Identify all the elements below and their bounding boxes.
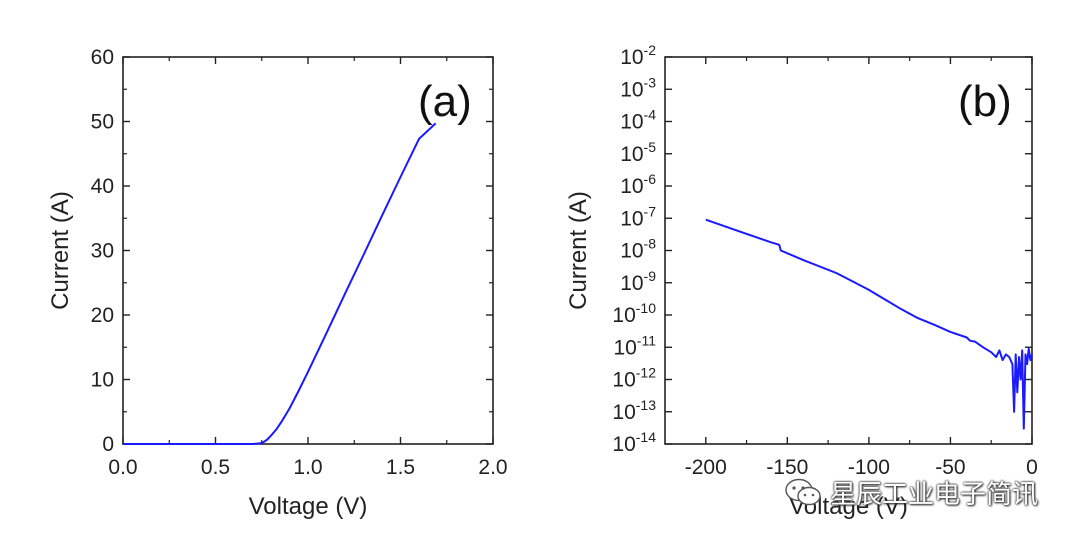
y-tick-label: 10-6: [620, 171, 656, 198]
y-tick-label: 30: [91, 240, 114, 263]
y-axis-label: Current (A): [565, 191, 592, 310]
y-tick-label: 10-14: [612, 429, 656, 456]
watermark: 星辰工业电子简讯: [784, 472, 1038, 512]
y-tick-label: 10-13: [612, 397, 656, 424]
y-tick-label: 10-9: [620, 268, 656, 295]
y-tick-label: 10-7: [620, 203, 656, 230]
y-tick-label: 40: [91, 175, 114, 198]
x-tick-label: 0.5: [201, 456, 230, 479]
x-tick-label: 0.0: [108, 456, 137, 479]
y-tick-label: 0: [102, 433, 114, 456]
wechat-logo-icon: [785, 478, 821, 506]
y-tick-label: 10-8: [620, 236, 656, 263]
panel-label: (a): [418, 77, 472, 126]
x-tick-label: 2.0: [478, 456, 507, 479]
x-tick-label: 0: [1026, 456, 1038, 479]
x-tick-label: 1.0: [293, 456, 322, 479]
y-tick-label: 10-11: [613, 332, 656, 359]
x-tick-label: -100: [848, 456, 890, 479]
watermark-text: 星辰工业电子简讯: [830, 479, 1039, 510]
series-line: [705, 218, 1033, 430]
y-tick-label: 10-2: [620, 42, 656, 69]
y-axis-label: Current (A): [47, 191, 74, 310]
y-tick-label: 10-10: [612, 300, 656, 327]
y-tick-label: 10-3: [620, 74, 656, 101]
series-line: [123, 122, 437, 445]
panel-a: 0.0 0.5 1.0 1.5 2.0 0 10 20 30 40 50 60 Voltage (V) C…: [47, 46, 508, 520]
y-tick-label: 60: [91, 46, 114, 69]
panel-b: -200 -150 -100 -50 0 10-14 10-13 10-12 10-11 10-1…: [565, 42, 1038, 520]
y-tick-label: 10: [91, 369, 114, 392]
panel-label: (b): [958, 77, 1012, 126]
y-tick-label: 20: [91, 304, 114, 327]
y-tick-label: 50: [91, 111, 114, 134]
x-tick-label: -200: [685, 456, 727, 479]
x-axis-label: Voltage (V): [249, 493, 368, 520]
x-tick-label: -50: [935, 456, 965, 479]
y-tick-label: 10-12: [612, 365, 656, 392]
y-tick-label: 10-5: [620, 139, 656, 166]
x-tick-label: 1.5: [386, 456, 415, 479]
x-tick-label: -150: [766, 456, 808, 479]
y-tick-label: 10-4: [620, 107, 656, 134]
